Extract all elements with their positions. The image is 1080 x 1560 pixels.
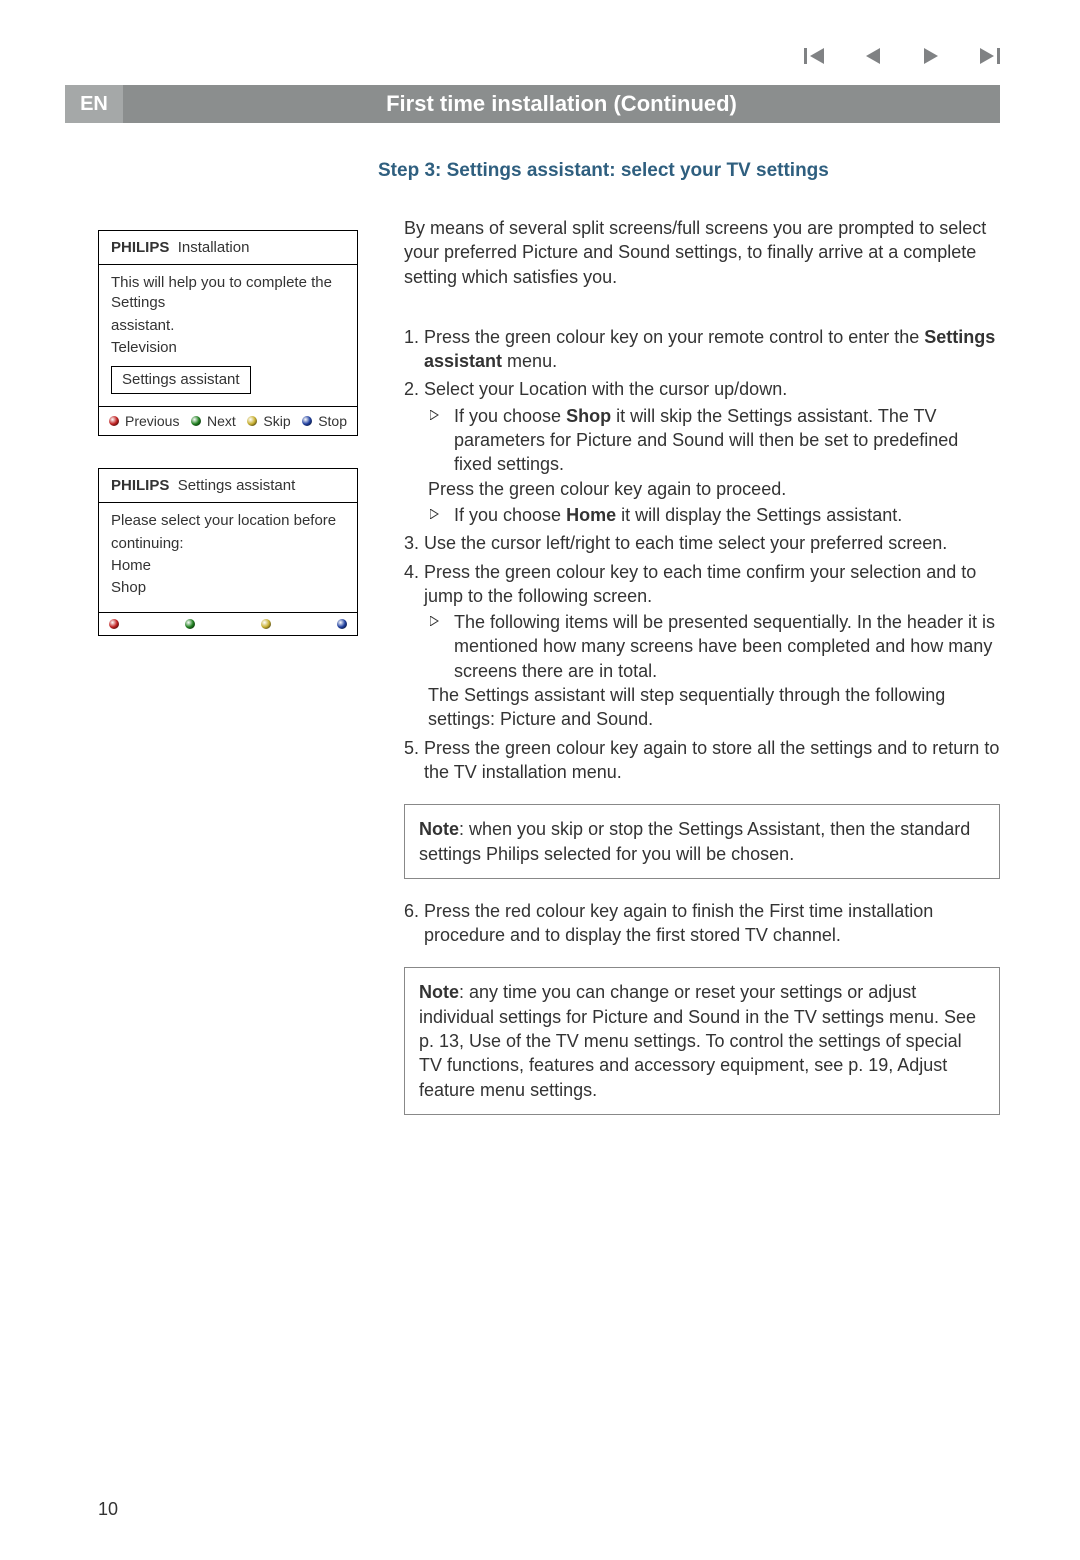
sub-text: The Settings assistant will step sequent… bbox=[424, 683, 1000, 732]
triangle-bullet-icon bbox=[430, 410, 440, 420]
screen-footer bbox=[99, 612, 357, 635]
list-item: Select your Location with the cursor up/… bbox=[424, 377, 1000, 527]
footer-skip: Skip bbox=[247, 413, 290, 429]
note-box: Note: when you skip or stop the Settings… bbox=[404, 804, 1000, 879]
nav-next-icon[interactable] bbox=[916, 46, 944, 71]
footer-previous: Previous bbox=[109, 413, 179, 429]
left-column: PHILIPS Installation This will help you … bbox=[98, 160, 358, 1135]
blue-dot-icon bbox=[302, 416, 312, 426]
green-dot-icon bbox=[191, 416, 201, 426]
footer-dot bbox=[109, 619, 119, 629]
screen-footer: Previous Next Skip Stop bbox=[99, 406, 357, 435]
sub-text: Press the green colour key again to proc… bbox=[424, 477, 1000, 501]
screen-body: Please select your location before conti… bbox=[99, 503, 357, 612]
body-line: This will help you to complete the Setti… bbox=[111, 273, 345, 314]
step-heading: Step 3: Settings assistant: select your … bbox=[378, 160, 1000, 182]
screen-header: PHILIPS Settings assistant bbox=[99, 469, 357, 503]
note-box: Note: any time you can change or reset y… bbox=[404, 967, 1000, 1114]
page-title: First time installation (Continued) bbox=[123, 85, 1000, 123]
installation-screen-mock: PHILIPS Installation This will help you … bbox=[98, 230, 358, 436]
list-item: Use the cursor left/right to each time s… bbox=[424, 531, 1000, 555]
body-line: assistant. bbox=[111, 316, 345, 336]
brand-label: PHILIPS bbox=[111, 239, 169, 256]
screen-title: Settings assistant bbox=[178, 477, 296, 494]
footer-dot bbox=[337, 619, 347, 629]
settings-assistant-button: Settings assistant bbox=[111, 366, 251, 394]
language-badge: EN bbox=[65, 85, 123, 123]
page-header: EN First time installation (Continued) bbox=[65, 85, 1000, 123]
green-dot-icon bbox=[185, 619, 195, 629]
list-item: Press the green colour key again to stor… bbox=[424, 736, 1000, 785]
sub-item: If you choose Home it will display the S… bbox=[424, 503, 1000, 527]
brand-label: PHILIPS bbox=[111, 477, 169, 494]
screen-body: This will help you to complete the Setti… bbox=[99, 265, 357, 406]
note-label: Note bbox=[419, 982, 459, 1002]
note-label: Note bbox=[419, 819, 459, 839]
body-line: Home bbox=[111, 556, 345, 576]
list-item: Press the green colour key to each time … bbox=[424, 560, 1000, 732]
body-line: Please select your location before bbox=[111, 511, 345, 531]
body-line: Shop bbox=[111, 578, 345, 598]
footer-dot bbox=[261, 619, 271, 629]
nav-prev-icon[interactable] bbox=[860, 46, 888, 71]
page-number: 10 bbox=[98, 1499, 118, 1520]
footer-stop: Stop bbox=[302, 413, 347, 429]
triangle-bullet-icon bbox=[430, 509, 440, 519]
yellow-dot-icon bbox=[261, 619, 271, 629]
screen-header: PHILIPS Installation bbox=[99, 231, 357, 265]
body-line: Television bbox=[111, 338, 345, 358]
blue-dot-icon bbox=[337, 619, 347, 629]
yellow-dot-icon bbox=[247, 416, 257, 426]
sub-item: The following items will be presented se… bbox=[424, 610, 1000, 683]
footer-dot bbox=[185, 619, 195, 629]
red-dot-icon bbox=[109, 416, 119, 426]
settings-assistant-screen-mock: PHILIPS Settings assistant Please select… bbox=[98, 468, 358, 636]
nav-icons-row bbox=[804, 46, 1000, 71]
body-line: continuing: bbox=[111, 534, 345, 554]
red-dot-icon bbox=[109, 619, 119, 629]
triangle-bullet-icon bbox=[430, 616, 440, 626]
nav-first-icon[interactable] bbox=[804, 46, 832, 71]
list-item: Press the green colour key on your remot… bbox=[424, 325, 1000, 374]
intro-paragraph: By means of several split screens/full s… bbox=[378, 216, 1000, 289]
instructions-list-continued: Press the red colour key again to finish… bbox=[378, 899, 1000, 948]
right-column: Step 3: Settings assistant: select your … bbox=[378, 160, 1000, 1135]
nav-last-icon[interactable] bbox=[972, 46, 1000, 71]
screen-title: Installation bbox=[178, 239, 250, 256]
footer-next: Next bbox=[191, 413, 236, 429]
list-item: Press the red colour key again to finish… bbox=[424, 899, 1000, 948]
instructions-list: Press the green colour key on your remot… bbox=[378, 325, 1000, 784]
sub-item: If you choose Shop it will skip the Sett… bbox=[424, 404, 1000, 477]
